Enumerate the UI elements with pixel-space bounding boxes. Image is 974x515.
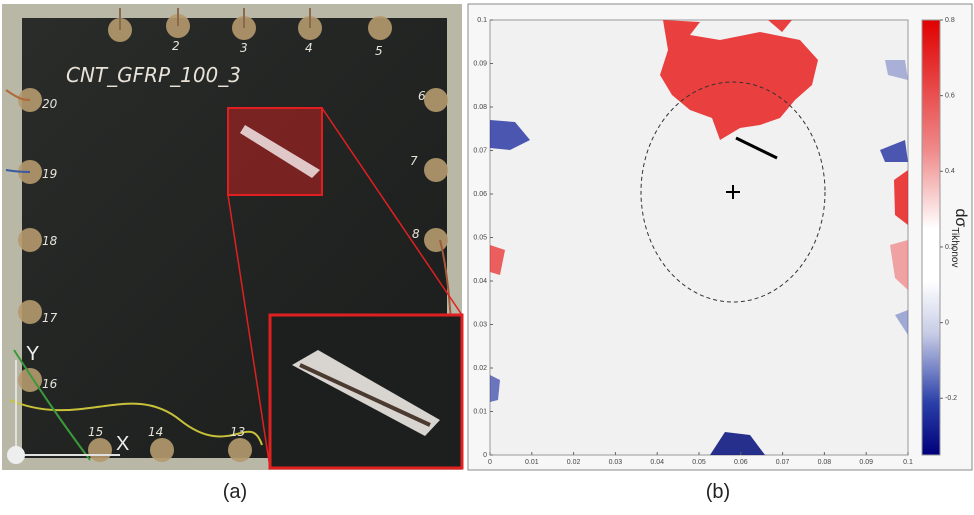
pin-label: 7 <box>410 154 418 168</box>
pin-label: 19 <box>42 167 57 181</box>
x-tick-label: 0.05 <box>692 459 706 466</box>
axis-y-label: Y <box>26 343 39 365</box>
y-tick-label: 0.09 <box>473 60 487 67</box>
pin-label: 13 <box>230 425 245 439</box>
y-tick-label: 0.02 <box>473 365 487 372</box>
y-tick-label: 0.04 <box>473 278 487 285</box>
pin-label: 5 <box>375 44 383 58</box>
colorbar <box>922 20 940 455</box>
x-tick-label: 0.08 <box>818 459 832 466</box>
y-tick-label: 0.1 <box>477 17 487 24</box>
colorbar-tick-label: 0.2 <box>945 244 955 251</box>
y-tick-label: 0.05 <box>473 234 487 241</box>
colorbar-tick-label: 0.8 <box>945 17 955 24</box>
pin-label: 4 <box>305 41 313 55</box>
pin-label: 15 <box>88 425 103 439</box>
colorbar-tick-label: 0.6 <box>945 92 955 99</box>
y-tick-label: 0.08 <box>473 104 487 111</box>
pin-label: 3 <box>240 41 248 55</box>
colorbar-symbol: dσ <box>952 209 969 228</box>
caption-a: (a) <box>223 481 247 503</box>
x-tick-label: 0.06 <box>734 459 748 466</box>
caption-b: (b) <box>706 481 730 503</box>
x-tick-label: 0.02 <box>567 459 581 466</box>
y-tick-label: 0 <box>483 452 487 459</box>
x-tick-label: 0 <box>488 459 492 466</box>
photo-panel: CNT_GFRP_100_3 2 3 4 5 6 7 8 20 19 18 17 16 15 14 13 Y… <box>2 4 462 470</box>
x-tick-label: 0.01 <box>525 459 539 466</box>
pin-label: 6 <box>418 89 426 103</box>
pin-label: 18 <box>42 234 58 248</box>
pin-label: 20 <box>42 97 58 111</box>
axis-x-label: X <box>116 433 129 455</box>
x-tick-label: 0.1 <box>903 459 913 466</box>
x-tick-label: 0.07 <box>776 459 790 466</box>
pin-label: 14 <box>148 425 163 439</box>
colorbar-tick-label: 0 <box>945 319 949 326</box>
pin-label: 16 <box>42 377 58 391</box>
x-tick-label: 0.03 <box>609 459 623 466</box>
pin-label: 17 <box>42 311 58 325</box>
x-tick-label: 0.04 <box>650 459 664 466</box>
x-tick-label: 0.09 <box>859 459 873 466</box>
colorbar-tick-label: -0.2 <box>945 395 957 402</box>
pin-label: 8 <box>412 227 420 241</box>
figure: CNT_GFRP_100_3 2 3 4 5 6 7 8 20 19 18 17 16 15 14 13 Y… <box>0 0 974 515</box>
colorbar-tick-label: 0.4 <box>945 168 955 175</box>
pin-label: 2 <box>172 39 180 53</box>
y-tick-label: 0.06 <box>473 191 487 198</box>
y-tick-label: 0.07 <box>473 147 487 154</box>
y-tick-label: 0.03 <box>473 321 487 328</box>
y-tick-label: 0.01 <box>473 408 487 415</box>
specimen-label: CNT_GFRP_100_3 <box>66 63 241 87</box>
origin-marker <box>7 446 25 464</box>
